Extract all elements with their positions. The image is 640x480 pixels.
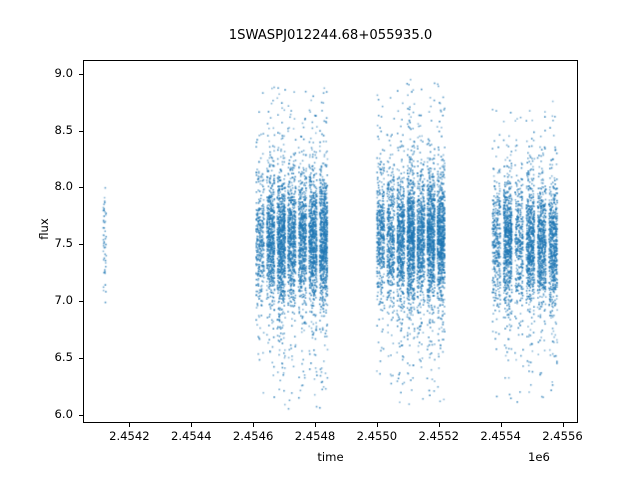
y-tick-mark [79, 358, 83, 360]
x-tick-mark [253, 423, 255, 427]
x-tick-mark [438, 423, 440, 427]
y-tick-mark [79, 301, 83, 303]
x-tick-mark [562, 423, 564, 427]
y-tick-mark [79, 187, 83, 189]
x-tick-label: 2.4544 [170, 429, 212, 443]
y-tick-label: 9.0 [54, 65, 73, 80]
y-tick-label: 6.5 [54, 350, 73, 365]
x-tick-label: 2.4556 [542, 429, 583, 443]
x-tick-label: 2.4552 [418, 429, 460, 443]
x-axis-label: time [317, 450, 344, 464]
x-tick-label: 2.4546 [232, 429, 274, 443]
y-tick-mark [79, 244, 83, 246]
x-axis-offset-label: 1e6 [528, 450, 550, 464]
y-tick-mark [79, 415, 83, 417]
x-tick-label: 2.4548 [294, 429, 336, 443]
y-tick-mark [79, 73, 83, 75]
x-tick-mark [500, 423, 502, 427]
x-tick-label: 2.4554 [480, 429, 521, 443]
page-title: 1SWASPJ012244.68+055935.0 [228, 28, 433, 43]
x-tick-label: 2.4550 [356, 429, 398, 443]
scatter-plot-canvas [84, 61, 577, 422]
x-tick-mark [315, 423, 317, 427]
y-tick-label: 6.0 [54, 407, 73, 422]
y-tick-label: 7.0 [54, 293, 73, 308]
y-axis-label: flux [37, 218, 51, 240]
x-tick-mark [129, 423, 131, 427]
x-tick-mark [376, 423, 378, 427]
y-tick-mark [79, 130, 83, 132]
y-tick-label: 8.5 [54, 122, 73, 137]
y-tick-label: 7.5 [54, 236, 73, 251]
plot-axes [83, 60, 578, 423]
y-tick-label: 8.0 [54, 179, 73, 194]
x-tick-mark [191, 423, 193, 427]
x-tick-label: 2.4542 [109, 429, 150, 443]
